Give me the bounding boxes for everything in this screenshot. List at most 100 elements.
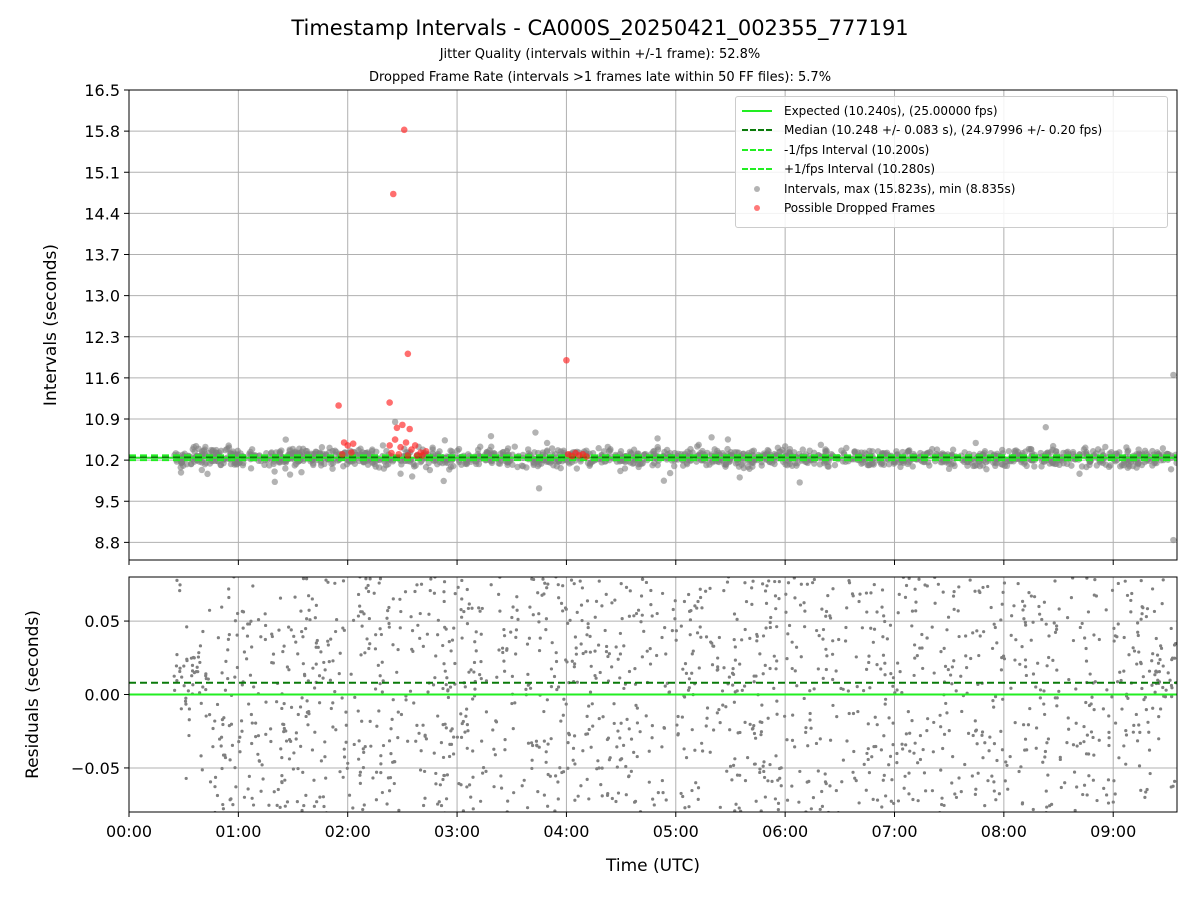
residual-point — [574, 646, 578, 650]
residual-point — [529, 741, 534, 745]
residual-point — [494, 719, 498, 723]
residual-point — [385, 616, 389, 620]
residual-point — [743, 779, 748, 783]
residual-point — [338, 770, 342, 774]
top-ytick-label: 9.5 — [95, 492, 120, 511]
interval-point — [906, 447, 913, 454]
residual-point — [291, 767, 295, 771]
residual-point — [536, 591, 540, 595]
interval-point — [441, 437, 449, 444]
residual-point — [183, 699, 188, 703]
residual-point — [1047, 634, 1051, 638]
residual-point — [764, 626, 768, 630]
residual-point — [1013, 721, 1017, 725]
residual-point — [752, 680, 756, 684]
residual-point — [973, 589, 977, 593]
residual-point — [537, 612, 541, 616]
residual-point — [957, 585, 961, 589]
residual-point — [1135, 621, 1140, 625]
residual-point — [872, 627, 877, 631]
residual-point — [812, 577, 816, 582]
residual-point — [725, 769, 729, 773]
residual-point — [300, 629, 304, 634]
residual-point — [866, 722, 870, 726]
residual-point — [448, 685, 453, 689]
residual-point — [889, 799, 893, 803]
residual-point — [544, 617, 549, 621]
residual-point — [467, 602, 471, 606]
residual-point — [1101, 707, 1105, 711]
residual-point — [363, 745, 367, 749]
residual-point — [195, 665, 199, 669]
residual-point — [380, 690, 384, 694]
residual-point — [292, 570, 295, 573]
residual-point — [881, 778, 885, 782]
interval-point — [177, 459, 185, 467]
residual-point — [443, 722, 447, 726]
residual-point — [298, 705, 303, 709]
residual-point — [634, 611, 639, 616]
residual-point — [869, 591, 873, 595]
residual-point — [374, 633, 378, 637]
residual-point — [687, 686, 691, 690]
residual-point — [647, 749, 651, 753]
residual-point — [624, 793, 628, 797]
residual-point — [913, 741, 917, 745]
interval-point — [543, 439, 551, 447]
residual-point — [883, 661, 887, 665]
interval-point — [440, 477, 447, 485]
residual-point — [627, 669, 632, 674]
residual-point — [441, 643, 445, 648]
residual-point — [1102, 786, 1106, 790]
residual-point — [775, 699, 779, 703]
residual-point — [1134, 712, 1138, 717]
residual-point — [568, 618, 572, 623]
residual-point — [294, 737, 298, 741]
residual-point — [361, 766, 366, 770]
residual-point — [444, 726, 448, 730]
residual-point — [760, 703, 764, 707]
residual-point — [761, 764, 765, 768]
residual-point — [1130, 591, 1134, 596]
residual-point — [896, 661, 900, 665]
residual-point — [571, 746, 576, 750]
residual-point — [444, 627, 448, 631]
residual-point — [1144, 614, 1148, 619]
residual-point — [213, 775, 218, 779]
residual-point — [247, 702, 251, 706]
legend-label-intervals: Intervals, max (15.823s), min (8.835s) — [784, 181, 1016, 196]
interval-point — [247, 465, 255, 472]
residual-point — [977, 653, 981, 658]
residual-point — [772, 686, 776, 691]
residual-point — [579, 642, 583, 646]
residual-point — [969, 656, 973, 661]
residual-point — [830, 652, 835, 656]
residual-point — [774, 754, 778, 758]
residual-point — [1142, 698, 1146, 702]
residual-point — [1031, 672, 1036, 676]
residual-point — [784, 592, 788, 596]
interval-point — [511, 443, 518, 450]
residual-point — [1107, 730, 1111, 734]
residual-point — [252, 685, 256, 689]
residual-point — [594, 599, 599, 603]
top-ytick-label: 14.4 — [84, 204, 120, 223]
residual-point — [721, 703, 725, 707]
residual-point — [588, 690, 593, 694]
interval-point — [666, 469, 674, 477]
residual-point — [178, 583, 182, 587]
residual-point — [283, 778, 287, 782]
residual-point — [808, 718, 812, 722]
residual-point — [381, 679, 385, 683]
residual-point — [1055, 668, 1059, 672]
interval-point — [198, 466, 206, 474]
interval-point — [1076, 470, 1083, 477]
residual-point — [864, 788, 868, 792]
residual-point — [463, 685, 467, 689]
residual-point — [315, 638, 319, 643]
residual-point — [687, 677, 691, 681]
residual-point — [404, 698, 408, 702]
residual-point — [359, 653, 363, 657]
residual-point — [951, 755, 955, 759]
residual-point — [559, 601, 564, 605]
